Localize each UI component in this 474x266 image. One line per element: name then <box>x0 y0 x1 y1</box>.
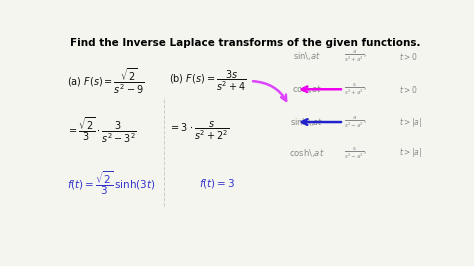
Text: sinh\,$at$: sinh\,$at$ <box>290 116 323 128</box>
Text: $\frac{a}{s^2+a^2},$: $\frac{a}{s^2+a^2},$ <box>344 49 367 64</box>
Text: $\frac{a}{s^2-a^2},$: $\frac{a}{s^2-a^2},$ <box>344 114 367 130</box>
Text: $\frac{s}{s^2-a^2},$: $\frac{s}{s^2-a^2},$ <box>344 145 367 161</box>
Text: Find the Inverse Laplace transforms of the given functions.: Find the Inverse Laplace transforms of t… <box>70 38 421 48</box>
Text: $\frac{s}{s^2+a^2},$: $\frac{s}{s^2+a^2},$ <box>344 81 367 97</box>
Text: $t>0$: $t>0$ <box>399 51 418 62</box>
Text: sin\,$at$: sin\,$at$ <box>292 51 321 63</box>
Text: $t>|a|$: $t>|a|$ <box>399 115 422 128</box>
Text: $= \dfrac{\sqrt{2}}{3} \cdot \dfrac{3}{s^2 - 3^2}$: $= \dfrac{\sqrt{2}}{3} \cdot \dfrac{3}{s… <box>66 115 137 145</box>
Text: $f(t) = 3$: $f(t) = 3$ <box>199 177 235 190</box>
Text: (b) $F(s) = \dfrac{3s}{s^2 + 4}$: (b) $F(s) = \dfrac{3s}{s^2 + 4}$ <box>169 69 247 93</box>
Text: $t>0$: $t>0$ <box>399 84 418 95</box>
Text: $t>|a|$: $t>|a|$ <box>399 146 422 159</box>
Text: cos\,$at$: cos\,$at$ <box>292 83 322 95</box>
Text: $= 3 \cdot \dfrac{s}{s^2 + 2^2}$: $= 3 \cdot \dfrac{s}{s^2 + 2^2}$ <box>169 119 230 142</box>
Text: (a) $F(s) = \dfrac{\sqrt{2}}{s^2 - 9}$: (a) $F(s) = \dfrac{\sqrt{2}}{s^2 - 9}$ <box>66 66 144 96</box>
Text: $f(t) = \dfrac{\sqrt{2}}{3}\,\sinh(3t)$: $f(t) = \dfrac{\sqrt{2}}{3}\,\sinh(3t)$ <box>66 169 155 197</box>
Text: cosh\,$at$: cosh\,$at$ <box>289 147 324 159</box>
